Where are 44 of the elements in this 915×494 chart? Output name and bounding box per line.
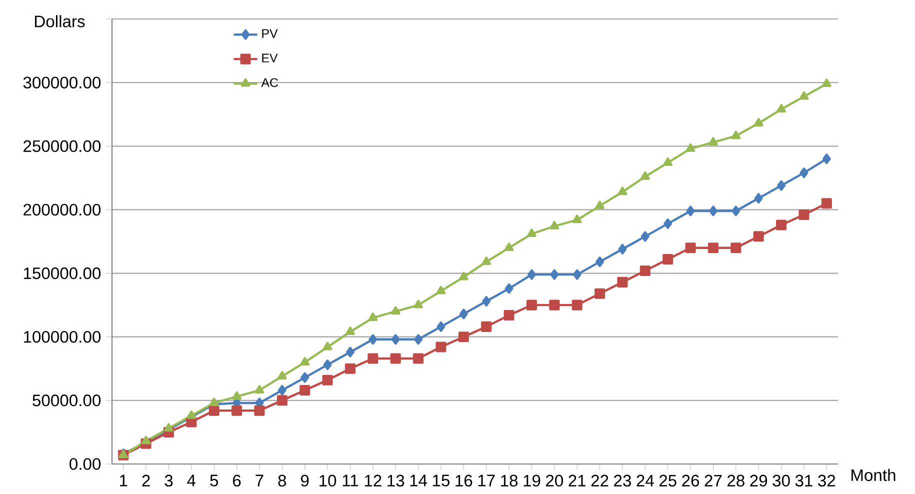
x-tick-label: 21 <box>568 474 586 486</box>
x-tick-label: 30 <box>772 474 790 487</box>
x-tick-label: 2 <box>142 474 150 486</box>
legend-label: EV <box>262 54 278 62</box>
x-tick-label: 4 <box>187 474 196 486</box>
x-tick-label: 13 <box>388 474 404 487</box>
x-tick-label: 23 <box>614 474 631 487</box>
x-tick-label: 10 <box>320 474 336 487</box>
x-tick-label: 1 <box>120 474 128 486</box>
legend-label: PV <box>262 29 278 38</box>
x-tick-label: 15 <box>432 474 450 486</box>
x-axis-title: Month <box>852 468 896 482</box>
x-tick-label: 9 <box>301 474 309 487</box>
x-tick-label: 7 <box>256 474 264 486</box>
x-tick-label: 3 <box>164 474 173 487</box>
x-tick-label: 18 <box>501 474 518 487</box>
x-tick-label: 12 <box>364 474 382 486</box>
y-tick-label: 100000.00 <box>24 330 101 343</box>
x-tick-label: 6 <box>233 474 241 487</box>
y-tick-label: 200000.00 <box>24 204 101 216</box>
x-tick-label: 17 <box>478 474 495 486</box>
x-tick-label: 22 <box>591 474 608 486</box>
x-tick-label: 32 <box>818 474 836 487</box>
x-tick-label: 28 <box>728 474 744 487</box>
x-tick-label: 26 <box>682 474 700 487</box>
x-tick-label: 8 <box>278 474 286 487</box>
x-tick-label: 14 <box>410 474 428 486</box>
y-tick-label: 50000.00 <box>32 394 101 406</box>
x-tick-label: 31 <box>795 474 812 487</box>
y-tick-label: 0.00 <box>70 458 101 470</box>
y-tick-label: 300000.00 <box>23 76 101 88</box>
x-tick-label: 11 <box>342 474 358 486</box>
x-tick-label: 27 <box>704 474 722 486</box>
y-tick-label: 150000.00 <box>24 267 101 280</box>
y-axis-title: Dollars <box>35 15 85 28</box>
legend-label: AC <box>261 78 278 88</box>
x-tick-label: 29 <box>750 474 768 487</box>
x-tick-label: 19 <box>524 474 540 487</box>
x-tick-label: 20 <box>546 474 563 487</box>
x-tick-label: 5 <box>210 474 218 486</box>
y-tick-label: 250000.00 <box>24 140 101 152</box>
x-tick-label: 16 <box>456 474 472 487</box>
x-tick-label: 24 <box>636 474 654 486</box>
x-tick-label: 25 <box>659 474 676 487</box>
